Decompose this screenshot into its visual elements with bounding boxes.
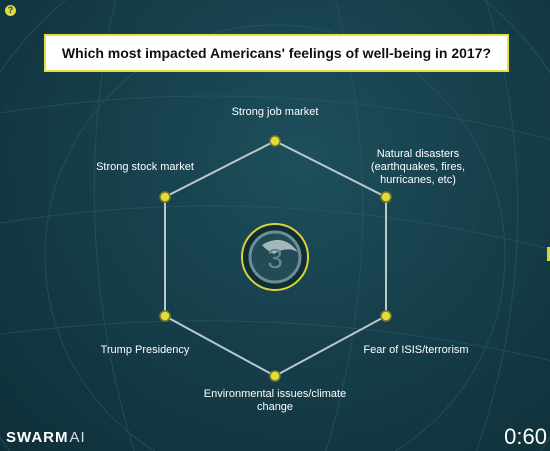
answer-nodes xyxy=(159,135,392,382)
answer-label-trump-presidency[interactable]: Trump Presidency xyxy=(100,344,190,356)
answer-label-strong-job-market[interactable]: Strong job market xyxy=(231,106,319,118)
puck[interactable]: 3 xyxy=(241,223,309,291)
brand-suffix: AI xyxy=(69,429,86,446)
side-tab-handle[interactable] xyxy=(547,247,550,261)
answer-node-environmental-issues[interactable] xyxy=(269,370,281,382)
answer-label-strong-stock-market[interactable]: Strong stock market xyxy=(96,161,194,173)
answer-label-environmental-issues[interactable]: Environmental issues/climate change xyxy=(203,388,347,413)
help-icon[interactable]: ? xyxy=(5,5,16,16)
answer-node-natural-disasters[interactable] xyxy=(380,191,392,203)
answer-node-fear-of-terrorism[interactable] xyxy=(380,310,392,322)
answer-label-fear-of-terrorism[interactable]: Fear of ISIS/terrorism xyxy=(363,344,469,356)
brand-name: SWARM xyxy=(6,429,69,446)
countdown-timer: 0:60 xyxy=(504,424,547,449)
answer-node-trump-presidency[interactable] xyxy=(159,310,171,322)
answer-node-strong-job-market[interactable] xyxy=(269,135,281,147)
answer-node-strong-stock-market[interactable] xyxy=(159,191,171,203)
question-box: Which most impacted Americans' feelings … xyxy=(44,34,509,72)
question-text: Which most impacted Americans' feelings … xyxy=(61,45,492,61)
countdown-number: 3 xyxy=(267,243,283,274)
answer-label-natural-disasters[interactable]: Natural disasters (earthquakes, fires, h… xyxy=(370,148,466,186)
swarm-ai-logo: SWARMAI xyxy=(6,429,86,446)
